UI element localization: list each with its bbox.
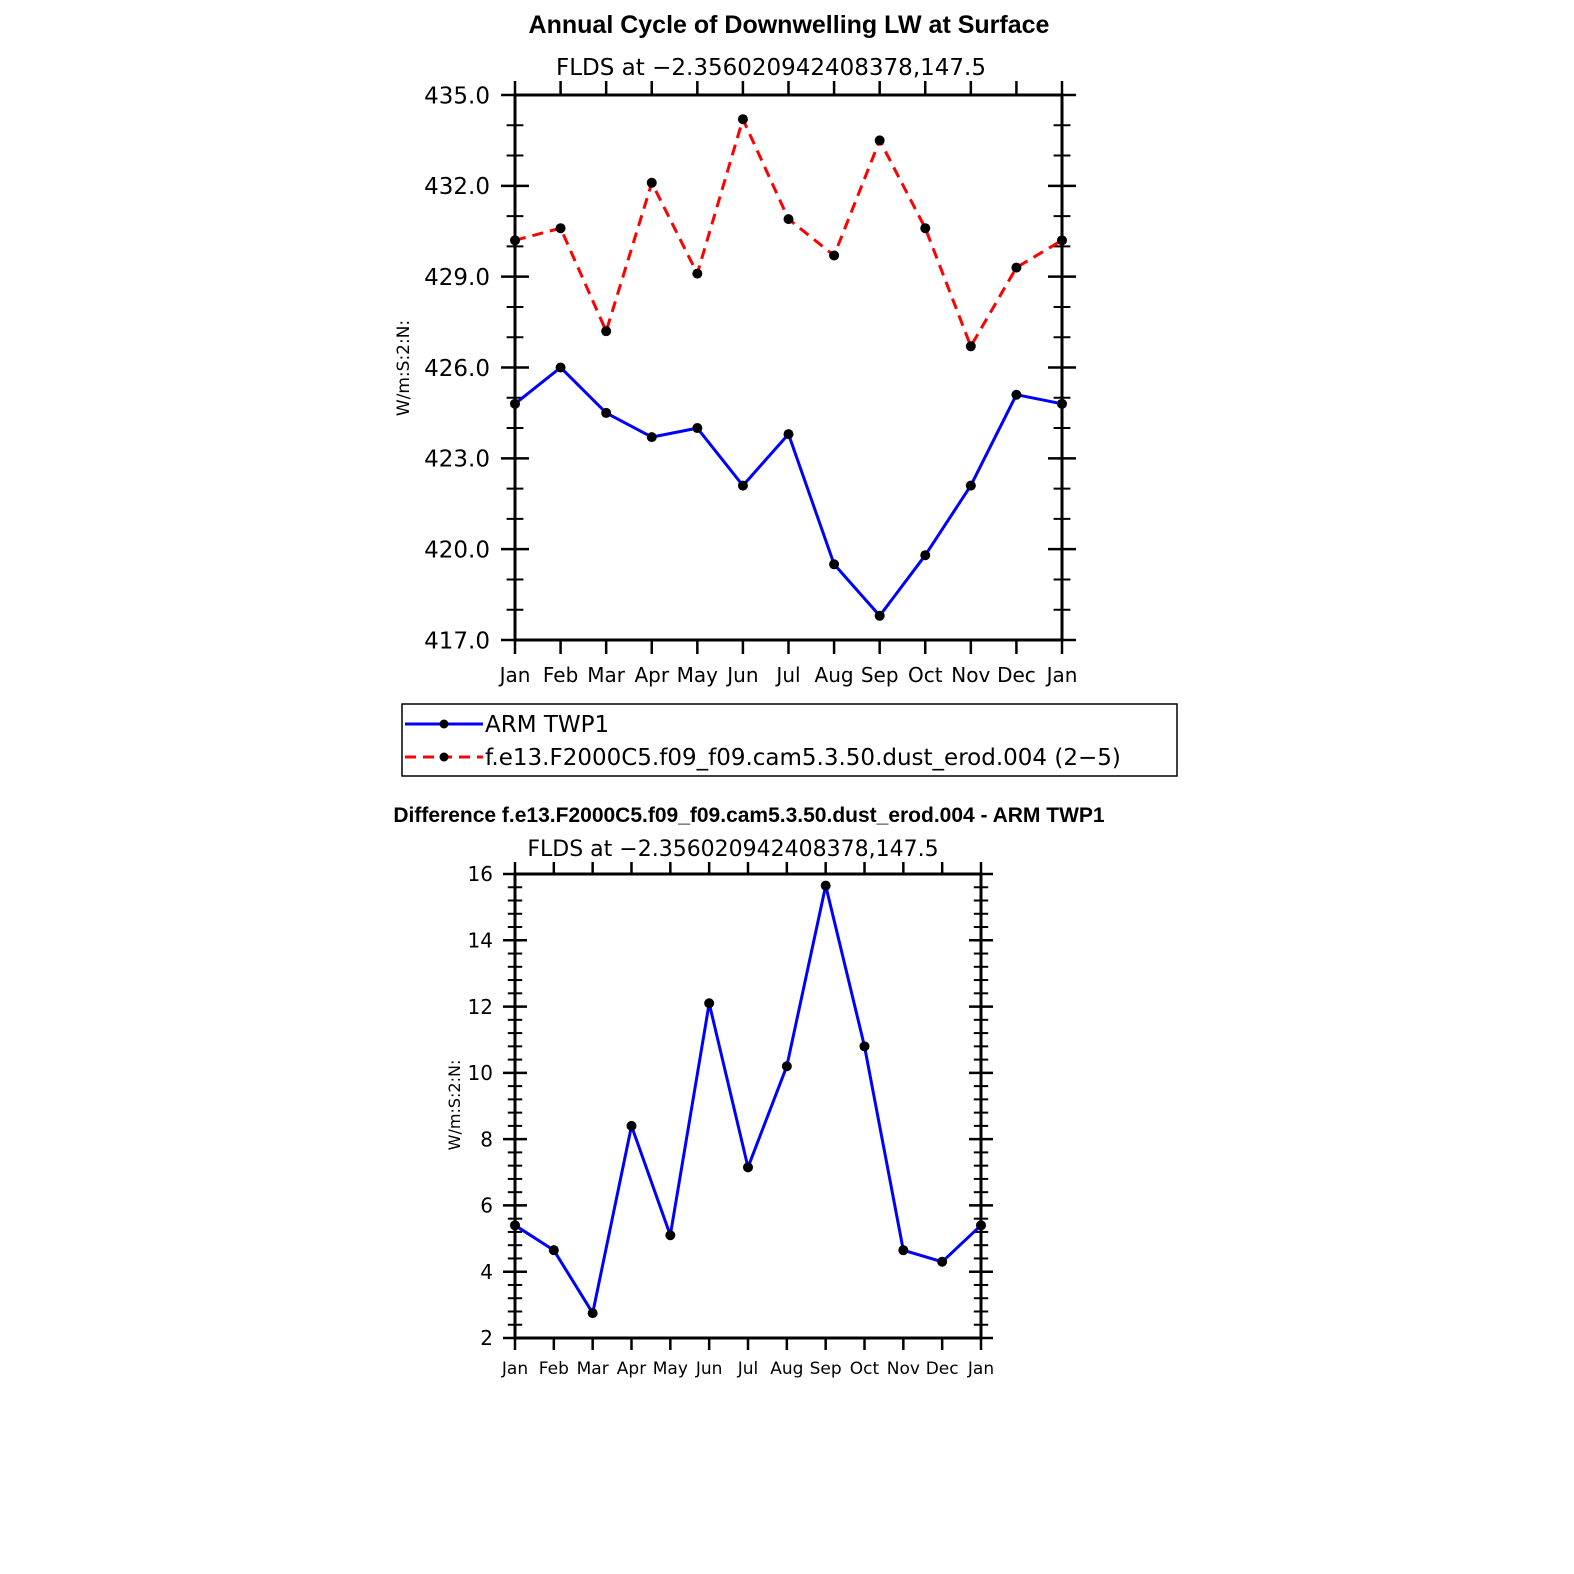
x-tick-label: Oct xyxy=(850,1359,880,1379)
y-tick-label: 426.0 xyxy=(424,356,490,382)
x-tick-label: Nov xyxy=(951,663,990,687)
x-tick-label: Jan xyxy=(1045,663,1078,687)
x-tick-label: Jun xyxy=(695,1359,723,1379)
data-point xyxy=(781,1061,792,1072)
x-tick-label: Dec xyxy=(997,663,1036,687)
data-point xyxy=(874,610,885,621)
data-point xyxy=(737,480,748,491)
data-point xyxy=(737,114,748,125)
x-tick-label: Apr xyxy=(617,1359,646,1379)
series-line-0 xyxy=(514,884,983,1315)
data-point xyxy=(646,177,657,188)
y-tick-label: 423.0 xyxy=(424,447,490,473)
data-point xyxy=(829,559,840,570)
legend-marker-arm xyxy=(439,719,449,729)
data-point xyxy=(1011,389,1022,400)
data-point xyxy=(743,1162,753,1173)
axis-ticks: Jan Feb Mar Apr May Jun Jul Aug Sep Oct Nov Dec Jan 1… xyxy=(468,862,994,1379)
x-tick-label: Feb xyxy=(543,663,578,687)
x-tick-label: Jul xyxy=(774,663,800,687)
y-tick-label: 420.0 xyxy=(424,537,490,563)
data-point xyxy=(601,407,612,418)
data-point xyxy=(555,362,566,373)
x-tick-label: Aug xyxy=(815,663,854,687)
y-tick-label: 6 xyxy=(480,1194,493,1218)
data-point xyxy=(783,214,794,225)
x-tick-label: Dec xyxy=(926,1359,959,1379)
legend-box xyxy=(401,703,1178,777)
x-tick-label: Aug xyxy=(770,1359,803,1379)
x-tick-label: May xyxy=(677,663,719,687)
data-point xyxy=(692,268,703,279)
chart-subtitle: FLDS at −2.356020942408378,147.5 xyxy=(556,55,986,81)
series-line-1 xyxy=(514,117,1063,348)
y-tick-label: 432.0 xyxy=(424,174,490,200)
chart-title: Annual Cycle of Downwelling LW at Surfac… xyxy=(529,11,1050,39)
x-tick-label: Sep xyxy=(861,663,899,687)
data-point xyxy=(555,223,566,234)
data-point xyxy=(898,1245,909,1256)
data-point xyxy=(783,429,794,440)
x-tick-label: Mar xyxy=(577,1359,609,1379)
data-point xyxy=(820,880,831,891)
difference-panel: Difference f.e13.F2000C5.f09_f09.cam5.3.… xyxy=(393,804,1105,1379)
data-point xyxy=(937,1256,948,1267)
x-tick-label: May xyxy=(653,1359,688,1379)
y-tick-label: 8 xyxy=(480,1127,493,1151)
x-tick-label: Apr xyxy=(634,663,669,687)
legend-label-arm: ARM TWP1 xyxy=(485,712,609,738)
plot-series xyxy=(510,880,986,1319)
legend: ARM TWP1 f.e13.F2000C5.f09_f09.cam5.3.50… xyxy=(401,703,1178,777)
data-point xyxy=(859,1041,870,1052)
data-point xyxy=(665,1230,676,1241)
plot-frame xyxy=(513,872,983,1340)
y-tick-label: 429.0 xyxy=(424,265,490,291)
y-axis-label: W/m:S:2:N: xyxy=(394,320,414,416)
y-tick-label: 14 xyxy=(468,928,493,952)
chart-subtitle: FLDS at −2.356020942408378,147.5 xyxy=(527,837,938,862)
x-tick-label: Oct xyxy=(908,663,943,687)
y-tick-label: 435.0 xyxy=(424,83,490,109)
y-tick-label: 4 xyxy=(480,1260,493,1284)
x-tick-label: Jan xyxy=(498,663,531,687)
x-tick-label: Sep xyxy=(810,1359,842,1379)
plot-frame xyxy=(513,93,1064,642)
y-tick-label: 12 xyxy=(468,995,493,1019)
data-point xyxy=(874,135,885,146)
legend-label-model: f.e13.F2000C5.f09_f09.cam5.3.50.dust_ero… xyxy=(485,745,1121,771)
data-point xyxy=(920,223,931,234)
x-tick-label: Jan xyxy=(501,1359,528,1379)
data-point xyxy=(965,341,976,352)
x-tick-label: Nov xyxy=(887,1359,920,1379)
x-tick-label: Jun xyxy=(725,663,758,687)
data-point xyxy=(692,423,703,434)
data-point xyxy=(965,480,976,491)
series-line-0 xyxy=(514,366,1063,618)
plot-series xyxy=(510,114,1067,621)
data-point xyxy=(646,432,657,443)
data-point xyxy=(704,998,715,1009)
y-tick-label: 10 xyxy=(468,1061,493,1085)
data-point xyxy=(626,1120,637,1131)
x-tick-label: Mar xyxy=(587,663,626,687)
x-tick-label: Jan xyxy=(967,1359,994,1379)
chart-title: Difference f.e13.F2000C5.f09_f09.cam5.3.… xyxy=(393,804,1105,827)
data-point xyxy=(548,1245,559,1256)
legend-marker-model xyxy=(439,752,449,762)
data-point xyxy=(587,1308,598,1319)
data-point xyxy=(829,250,840,261)
data-point xyxy=(920,550,931,561)
y-tick-label: 417.0 xyxy=(424,628,490,654)
data-point xyxy=(601,326,612,337)
axis-ticks: Jan Feb Mar Apr May Jun Jul Aug Sep Oct Nov Dec Jan 4… xyxy=(424,81,1077,687)
y-axis-label: W/m:S:2:N: xyxy=(445,1060,464,1151)
x-tick-label: Jul xyxy=(737,1359,759,1379)
data-point xyxy=(1011,262,1022,273)
annual-cycle-panel: Annual Cycle of Downwelling LW at Surfac… xyxy=(394,11,1077,687)
y-tick-label: 16 xyxy=(468,862,493,886)
x-tick-label: Feb xyxy=(539,1359,569,1379)
y-tick-label: 2 xyxy=(480,1326,493,1350)
